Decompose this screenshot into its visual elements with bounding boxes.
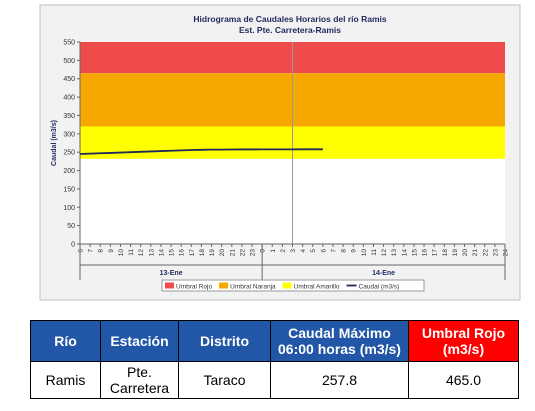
legend-swatch bbox=[219, 282, 229, 289]
day-label: 13-Ene bbox=[160, 270, 183, 277]
x-tick-label: 9 bbox=[108, 249, 115, 253]
x-tick-label: 4 bbox=[300, 249, 307, 253]
x-tick-label: 12 bbox=[381, 249, 388, 257]
legend-swatch bbox=[165, 282, 174, 289]
x-tick-label: 5 bbox=[310, 249, 317, 253]
chart-title: Hidrograma de Caudales Horarios del río … bbox=[193, 14, 386, 24]
y-tick-label: 350 bbox=[63, 113, 75, 120]
x-tick-label: 7 bbox=[88, 249, 95, 253]
chart: Hidrograma de Caudales Horarios del río … bbox=[39, 4, 521, 301]
header-cell: Distrito bbox=[178, 320, 271, 362]
caudal-line bbox=[79, 148, 323, 155]
header-cell: Umbral Rojo (m3/s) bbox=[408, 320, 519, 362]
cell: Ramis bbox=[30, 361, 101, 399]
x-tick-label: 19 bbox=[209, 249, 216, 257]
x-tick-label: 21 bbox=[472, 249, 479, 257]
legend-box bbox=[161, 279, 425, 292]
x-tick-label: 22 bbox=[239, 249, 246, 257]
x-tick-label: 10 bbox=[118, 249, 125, 257]
header-cell: Caudal Máximo 06:00 horas (m3/s) bbox=[270, 320, 409, 362]
x-tick-label: 15 bbox=[411, 249, 418, 257]
x-tick-label: 6 bbox=[78, 249, 85, 253]
x-tick-label: 3 bbox=[290, 249, 297, 253]
legend-label: Umbral Naranja bbox=[230, 284, 276, 291]
x-tick-label: 12 bbox=[138, 249, 145, 257]
x-tick-label: 8 bbox=[98, 249, 105, 253]
x-tick-label: 15 bbox=[169, 249, 176, 257]
header-cell: Río bbox=[30, 320, 101, 362]
x-tick-label: 2 bbox=[280, 249, 287, 253]
y-tick-label: 0 bbox=[71, 242, 75, 249]
x-tick-label: 23 bbox=[492, 249, 499, 257]
x-tick-label: 14 bbox=[401, 249, 408, 257]
summary-table: Río Estación Distrito Caudal Máximo 06:0… bbox=[30, 320, 519, 399]
x-tick-label: 16 bbox=[179, 249, 186, 257]
legend-label: Umbral Amarillo bbox=[294, 284, 340, 291]
y-axis-label: Caudal (m3/s) bbox=[51, 120, 58, 166]
x-tick-label: 9 bbox=[351, 249, 358, 253]
x-tick-label: 16 bbox=[422, 249, 429, 257]
y-tick-label: 500 bbox=[63, 58, 75, 65]
cell: 257.8 bbox=[270, 361, 409, 399]
cell: 465.0 bbox=[408, 361, 519, 399]
table-row: Ramis Pte. Carretera Taraco 257.8 465.0 bbox=[30, 361, 519, 399]
legend-swatch bbox=[282, 282, 292, 289]
x-tick-label: 13 bbox=[148, 249, 155, 257]
x-tick-label: 18 bbox=[442, 249, 449, 257]
x-tick-label: 10 bbox=[361, 249, 368, 257]
x-tick-label: 24 bbox=[503, 249, 510, 257]
y-tick-label: 300 bbox=[63, 131, 75, 138]
x-tick-label: 8 bbox=[341, 249, 348, 253]
x-tick-label: 18 bbox=[199, 249, 206, 257]
header-cell: Estación bbox=[100, 320, 179, 362]
y-tick-label: 150 bbox=[63, 186, 75, 193]
x-tick-label: 21 bbox=[229, 249, 236, 257]
y-tick-label: 400 bbox=[63, 95, 75, 102]
cell: Taraco bbox=[178, 361, 271, 399]
x-tick-label: 19 bbox=[452, 249, 459, 257]
x-tick-label: 13 bbox=[391, 249, 398, 257]
x-tick-label: 23 bbox=[250, 249, 257, 257]
x-tick-label: 11 bbox=[371, 249, 378, 256]
x-tick-label: 1 bbox=[270, 249, 277, 253]
table-header: Río Estación Distrito Caudal Máximo 06:0… bbox=[30, 320, 519, 362]
cell: Pte. Carretera bbox=[100, 361, 179, 399]
x-tick-label: 11 bbox=[128, 249, 135, 256]
y-tick-label: 450 bbox=[63, 76, 75, 83]
legend-label: Caudal (m3/s) bbox=[359, 284, 400, 291]
day-label: 14-Ene bbox=[372, 270, 395, 277]
x-tick-label: 17 bbox=[432, 249, 439, 257]
y-tick-label: 550 bbox=[63, 40, 75, 47]
x-tick-label: 14 bbox=[158, 249, 165, 257]
legend-label: Umbral Rojo bbox=[176, 284, 213, 291]
x-tick-label: 20 bbox=[219, 249, 226, 257]
x-tick-label: 0 bbox=[260, 249, 267, 253]
y-tick-label: 250 bbox=[63, 150, 75, 157]
chart-subtitle: Est. Pte. Carretera-Ramis bbox=[239, 25, 341, 35]
y-tick-label: 100 bbox=[63, 205, 75, 212]
x-tick-label: 22 bbox=[482, 249, 489, 257]
y-tick-label: 200 bbox=[63, 168, 75, 175]
x-tick-label: 6 bbox=[320, 249, 327, 253]
x-tick-label: 7 bbox=[330, 249, 337, 253]
x-tick-label: 17 bbox=[189, 249, 196, 257]
x-tick-label: 20 bbox=[462, 249, 469, 257]
y-tick-label: 50 bbox=[67, 223, 75, 230]
